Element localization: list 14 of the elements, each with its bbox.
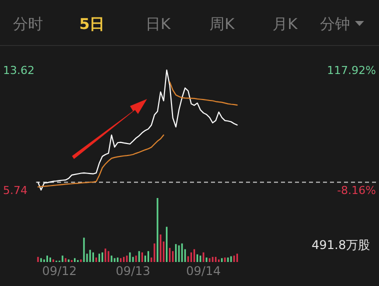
text: 日K	[146, 15, 172, 33]
x-tick-label: 09/13	[116, 264, 150, 278]
annotation: 491.8万股	[312, 238, 370, 252]
y2-tick-label: -8.16%	[337, 184, 376, 197]
text: 5日	[79, 15, 105, 33]
x-tick-label: 09/14	[186, 264, 221, 278]
text: 分时	[13, 15, 43, 33]
text: 分钟	[320, 15, 350, 33]
y2-tick-label: 117.92%	[327, 64, 376, 77]
text: 月K	[272, 15, 299, 33]
text: 周K	[210, 15, 236, 33]
y-tick-label: 5.74	[3, 184, 28, 197]
x-tick-label: 09/12	[42, 264, 77, 278]
y-tick-label: 13.62	[3, 64, 34, 77]
